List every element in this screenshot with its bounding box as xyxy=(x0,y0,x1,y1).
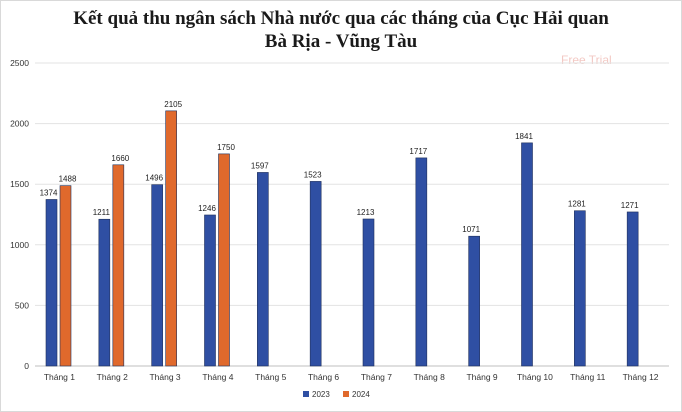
x-tick-label: Tháng 6 xyxy=(308,372,339,382)
data-label: 1841 xyxy=(515,132,533,141)
chart-title: Kết quả thu ngân sách Nhà nước qua các t… xyxy=(1,7,681,53)
data-label: 1523 xyxy=(304,170,322,179)
bar-2024 xyxy=(59,185,72,367)
bar-2023 xyxy=(204,214,216,367)
x-tick-label: Tháng 9 xyxy=(466,372,497,382)
x-tick-label: Tháng 7 xyxy=(361,372,392,382)
data-label: 1597 xyxy=(251,161,269,170)
bar-2023 xyxy=(45,199,58,367)
data-label: 1211 xyxy=(93,208,111,217)
bar-2024 xyxy=(218,153,230,367)
bar-2023 xyxy=(468,235,480,367)
bar-2023 xyxy=(309,181,322,367)
y-tick-label: 0 xyxy=(24,361,29,371)
x-tick-label: Tháng 10 xyxy=(517,372,553,382)
data-label: 1660 xyxy=(111,154,129,163)
legend-swatch-2024 xyxy=(343,391,349,397)
x-tick-label: Tháng 1 xyxy=(44,372,75,382)
legend-label-2023: 2023 xyxy=(312,390,330,399)
legend-swatch-2023 xyxy=(303,391,309,397)
data-label: 1281 xyxy=(568,200,586,209)
x-tick-label: Tháng 12 xyxy=(623,372,659,382)
data-label: 1213 xyxy=(357,208,375,217)
y-tick-label: 2500 xyxy=(10,58,29,68)
bar-2023 xyxy=(521,142,533,367)
bar-2023 xyxy=(415,157,428,367)
y-tick-label: 2000 xyxy=(10,119,29,129)
data-label: 1488 xyxy=(59,175,77,184)
y-tick-label: 1000 xyxy=(10,240,29,250)
x-tick-label: Tháng 11 xyxy=(570,372,606,382)
chart-title-line-2: Bà Rịa - Vũng Tàu xyxy=(264,31,418,52)
bar-2024 xyxy=(112,164,125,367)
x-tick-label: Tháng 4 xyxy=(202,372,233,382)
bar-2023 xyxy=(151,184,163,367)
bar-2023 xyxy=(574,210,586,367)
data-label: 1496 xyxy=(145,174,163,183)
bar-2023 xyxy=(362,218,375,367)
x-tick-label: Tháng 2 xyxy=(97,372,128,382)
bar-2023 xyxy=(98,218,111,367)
data-label: 1374 xyxy=(40,188,58,197)
legend-label-2024: 2024 xyxy=(352,390,370,399)
x-tick-label: Tháng 5 xyxy=(255,372,286,382)
y-tick-label: 500 xyxy=(15,300,29,310)
data-label: 2105 xyxy=(164,100,182,109)
bar-2024 xyxy=(165,110,177,367)
chart-title-line-1: Kết quả thu ngân sách Nhà nước qua các t… xyxy=(73,8,609,29)
data-label: 1271 xyxy=(621,201,639,210)
data-label: 1750 xyxy=(217,143,235,152)
x-tick-label: Tháng 8 xyxy=(414,372,445,382)
data-label: 1071 xyxy=(462,225,480,234)
y-tick-label: 1500 xyxy=(10,179,29,189)
data-label: 1246 xyxy=(198,204,216,213)
x-tick-label: Tháng 3 xyxy=(149,372,180,382)
data-label: 1717 xyxy=(409,147,427,156)
bar-2023 xyxy=(257,172,269,367)
bar-2023 xyxy=(626,211,639,367)
